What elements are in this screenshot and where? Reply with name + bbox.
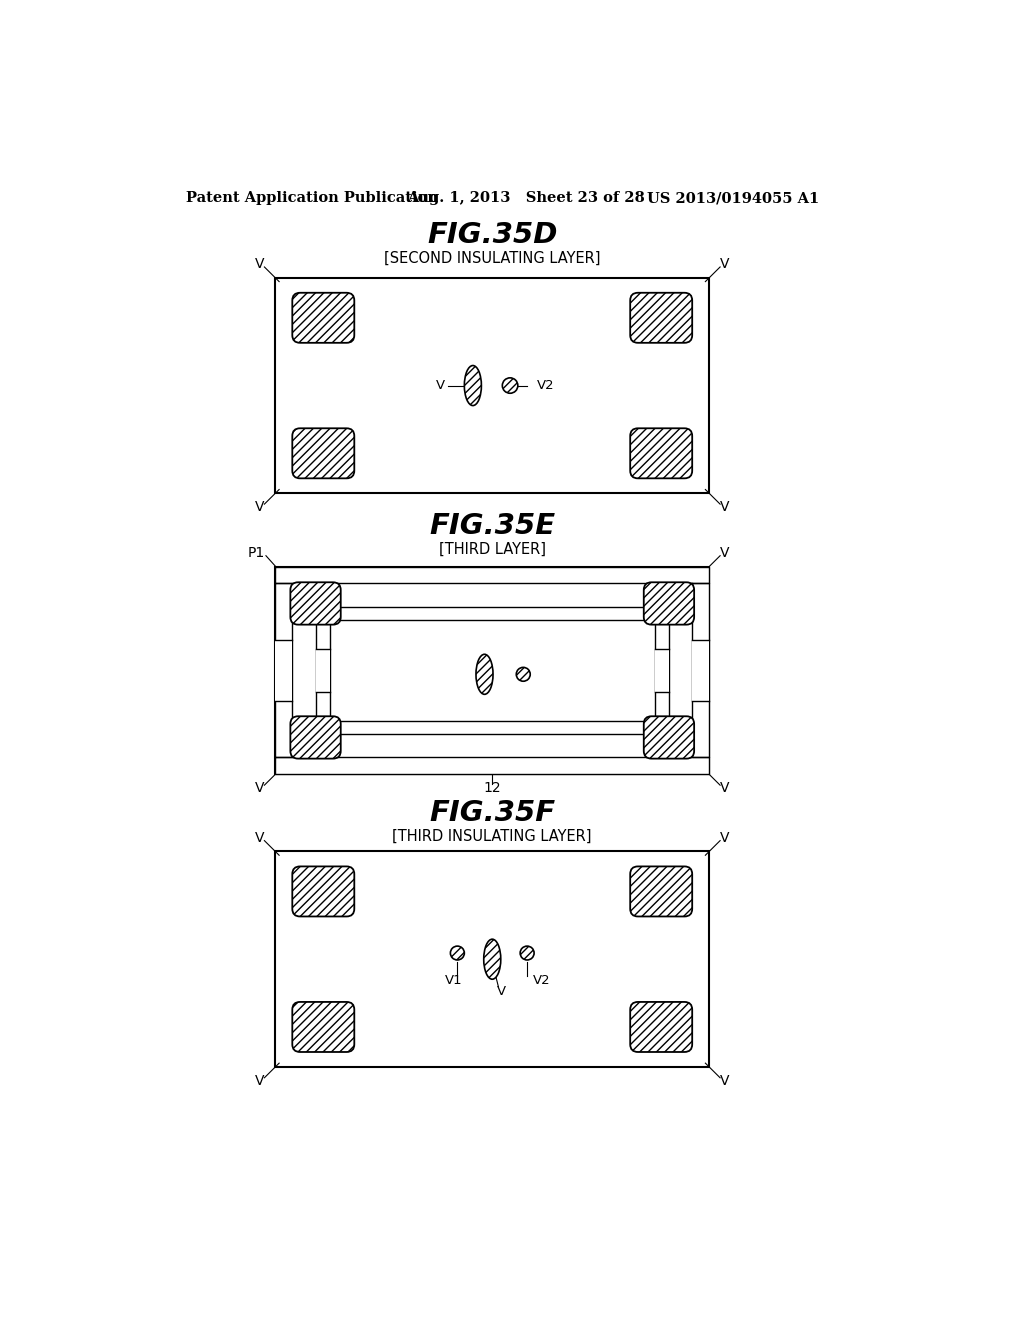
Ellipse shape xyxy=(483,940,501,979)
Bar xyxy=(692,640,710,701)
Text: V: V xyxy=(255,1074,264,1088)
Text: P1: P1 xyxy=(247,545,264,560)
Text: V: V xyxy=(720,545,729,560)
FancyBboxPatch shape xyxy=(630,866,692,916)
FancyBboxPatch shape xyxy=(292,866,354,916)
Bar xyxy=(275,640,292,701)
Text: V: V xyxy=(497,985,506,998)
FancyBboxPatch shape xyxy=(644,582,694,624)
Bar xyxy=(655,620,669,721)
FancyBboxPatch shape xyxy=(630,1002,692,1052)
Text: V2: V2 xyxy=(534,974,551,987)
Bar xyxy=(330,620,655,721)
Text: FIG.35F: FIG.35F xyxy=(429,799,555,826)
FancyBboxPatch shape xyxy=(644,717,694,759)
Ellipse shape xyxy=(503,378,518,393)
FancyBboxPatch shape xyxy=(291,582,341,624)
Bar xyxy=(275,277,710,494)
Bar xyxy=(275,851,710,1067)
Text: V: V xyxy=(255,257,264,271)
Text: V: V xyxy=(720,257,729,271)
Ellipse shape xyxy=(516,668,530,681)
FancyBboxPatch shape xyxy=(292,1002,354,1052)
Bar xyxy=(655,649,669,692)
Text: V: V xyxy=(720,500,729,515)
FancyBboxPatch shape xyxy=(630,428,692,478)
Bar xyxy=(275,583,292,758)
Ellipse shape xyxy=(464,366,481,405)
Text: V: V xyxy=(720,1074,729,1088)
Bar xyxy=(275,758,710,775)
Text: FIG.35D: FIG.35D xyxy=(427,222,557,249)
Ellipse shape xyxy=(520,946,535,960)
Text: V: V xyxy=(255,781,264,795)
Bar xyxy=(275,566,710,775)
Bar xyxy=(315,620,330,721)
Text: V1: V1 xyxy=(444,974,462,987)
Text: Patent Application Publication: Patent Application Publication xyxy=(186,191,438,206)
Text: US 2013/0194055 A1: US 2013/0194055 A1 xyxy=(647,191,819,206)
Bar xyxy=(692,583,710,758)
Text: V: V xyxy=(720,781,729,795)
Text: V: V xyxy=(480,694,488,708)
Ellipse shape xyxy=(451,946,464,960)
Text: V: V xyxy=(720,830,729,845)
Text: FIG.35E: FIG.35E xyxy=(429,512,555,540)
FancyBboxPatch shape xyxy=(291,717,341,759)
Bar xyxy=(275,566,710,583)
Text: [THIRD INSULATING LAYER]: [THIRD INSULATING LAYER] xyxy=(392,829,592,843)
Bar xyxy=(315,607,669,620)
FancyBboxPatch shape xyxy=(630,293,692,343)
FancyBboxPatch shape xyxy=(292,428,354,478)
Text: V1: V1 xyxy=(431,681,447,694)
Text: V: V xyxy=(255,500,264,515)
Text: V2: V2 xyxy=(550,676,566,689)
Ellipse shape xyxy=(476,655,493,694)
Bar xyxy=(315,649,330,692)
Text: 12: 12 xyxy=(483,781,501,795)
Text: [THIRD LAYER]: [THIRD LAYER] xyxy=(438,543,546,557)
FancyBboxPatch shape xyxy=(292,293,354,343)
Text: V: V xyxy=(436,379,444,392)
Text: [SECOND INSULATING LAYER]: [SECOND INSULATING LAYER] xyxy=(384,251,600,267)
Text: Aug. 1, 2013   Sheet 23 of 28: Aug. 1, 2013 Sheet 23 of 28 xyxy=(407,191,645,206)
Text: V2: V2 xyxy=(538,379,555,392)
Text: V: V xyxy=(255,830,264,845)
Bar xyxy=(315,721,669,734)
